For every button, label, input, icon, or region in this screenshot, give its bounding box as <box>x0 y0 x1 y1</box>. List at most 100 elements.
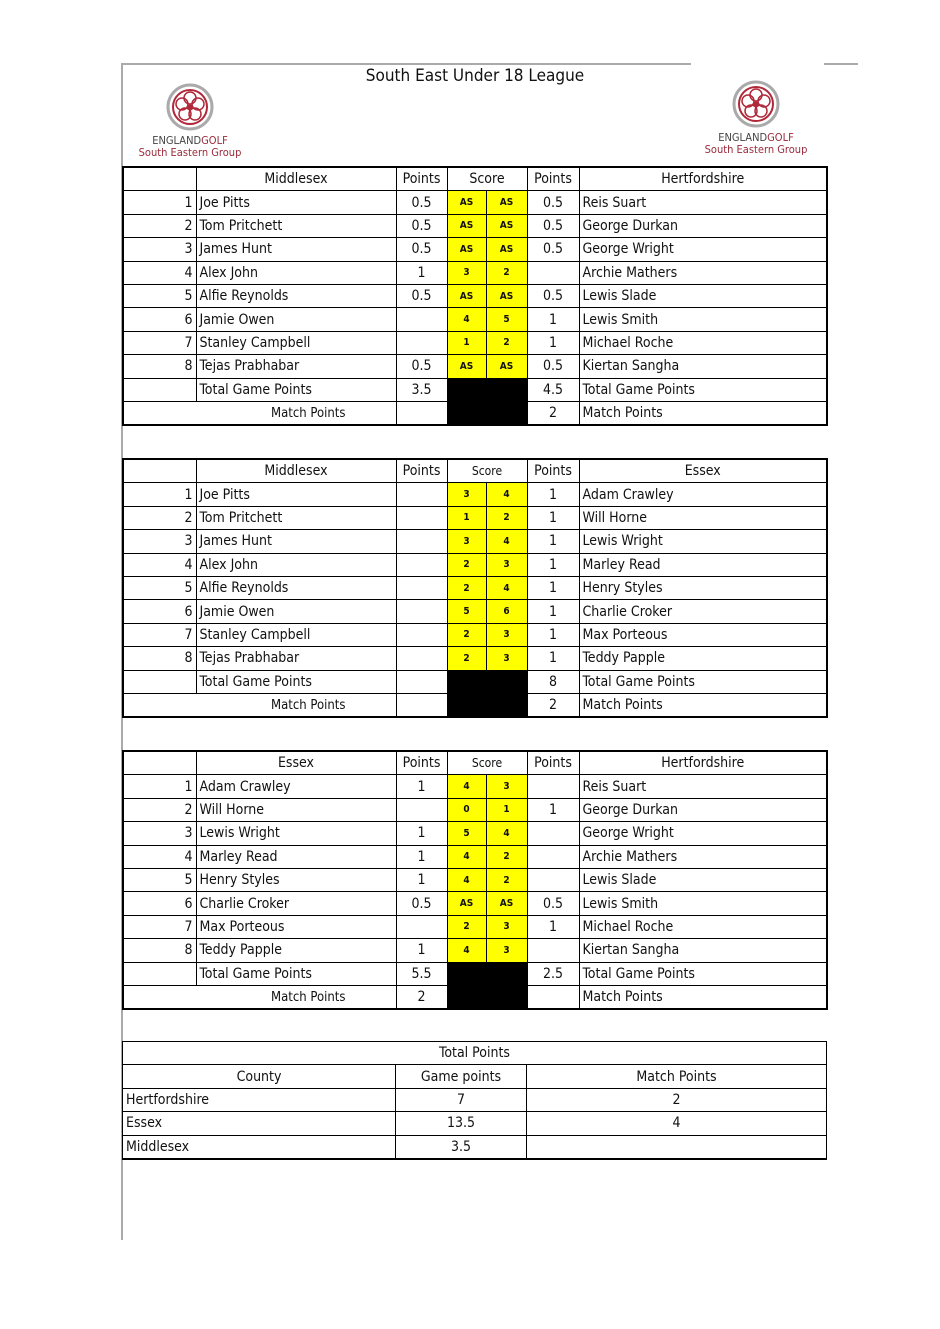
home-player: Adam Crawley <box>195 774 397 799</box>
away-team: Hertfordshire <box>578 166 828 192</box>
home-score: 5 <box>446 821 487 846</box>
away-player: George Durkan <box>578 213 828 239</box>
home-team: Middlesex <box>195 166 397 192</box>
away-player: Reis Suart <box>578 190 828 215</box>
home-score: AS <box>446 190 487 215</box>
rose-icon <box>166 83 214 131</box>
home-score: 3 <box>446 482 487 507</box>
home-score: 2 <box>446 552 487 577</box>
home-score: 1 <box>446 505 487 531</box>
home-player: Lewis Wright <box>195 821 397 846</box>
table-row: 4 Marley Read 1 4 2 Archie Mathers <box>122 844 828 869</box>
home-player: Max Porteous <box>195 914 397 940</box>
home-player: Alex John <box>195 552 397 577</box>
table-row: 5 Alfie Reynolds 2 4 1 Henry Styles <box>122 575 828 601</box>
home-score: 4 <box>446 938 487 963</box>
table-row: 5 Alfie Reynolds 0.5 AS AS 0.5 Lewis Slade <box>122 283 828 309</box>
home-score: AS <box>446 283 487 309</box>
away-player: Charlie Croker <box>578 599 828 624</box>
table-row: 1 Joe Pitts 0.5 AS AS 0.5 Reis Suart <box>122 190 828 215</box>
score-header: Score <box>446 750 528 776</box>
home-player: James Hunt <box>195 529 397 554</box>
home-player: Joe Pitts <box>195 482 397 507</box>
total-row: Total Game Points 8 Total Game Points <box>122 669 828 718</box>
points-header: Points <box>526 166 580 192</box>
home-player: Teddy Papple <box>195 938 397 963</box>
away-score: 3 <box>485 646 528 671</box>
away-player: Archie Mathers <box>578 844 828 869</box>
away-score: 4 <box>485 575 528 601</box>
column-header: Game points <box>395 1064 527 1089</box>
away-score: 6 <box>485 599 528 624</box>
home-player: Jamie Owen <box>195 599 397 624</box>
points-header: Points <box>395 458 448 484</box>
page-border <box>121 63 691 65</box>
home-player: Alfie Reynolds <box>195 575 397 601</box>
home-player: Alfie Reynolds <box>195 283 397 309</box>
away-player: Archie Mathers <box>578 260 828 285</box>
away-player: Reis Suart <box>578 774 828 799</box>
away-player: Adam Crawley <box>578 482 828 507</box>
away-player: Lewis Slade <box>578 283 828 309</box>
away-score: 4 <box>485 529 528 554</box>
away-player: Kiertan Sangha <box>578 938 828 963</box>
home-team: Middlesex <box>195 458 397 484</box>
home-player: Tom Pritchett <box>195 505 397 531</box>
home-score: 3 <box>446 529 487 554</box>
table-row: 7 Stanley Campbell 1 2 1 Michael Roche <box>122 330 828 356</box>
home-score: 3 <box>446 260 487 285</box>
match-table: Middlesex Points Score Points Essex 1 Joe Pitt… <box>122 458 828 719</box>
table-row: 3 James Hunt 3 4 1 Lewis Wright <box>122 529 828 554</box>
home-score: AS <box>446 237 487 262</box>
home-player: James Hunt <box>195 237 397 262</box>
table-row: 6 Jamie Owen 4 5 1 Lewis Smith <box>122 307 828 332</box>
total-points-table: Total Points County Game points Match Poin… <box>122 1040 827 1160</box>
home-player: Stanley Campbell <box>195 622 397 648</box>
points-header: Points <box>526 750 580 776</box>
table-row: 8 Tejas Prabhabar 2 3 1 Teddy Papple <box>122 646 828 671</box>
table-row: 8 Teddy Papple 1 4 3 Kiertan Sangha <box>122 938 828 963</box>
score-header: Score <box>446 458 528 484</box>
home-player: Tejas Prabhabar <box>195 646 397 671</box>
home-score: 0 <box>446 797 487 823</box>
away-player: Henry Styles <box>578 575 828 601</box>
away-player: Max Porteous <box>578 622 828 648</box>
away-player: George Wright <box>578 821 828 846</box>
away-score: 2 <box>485 505 528 531</box>
home-score: 2 <box>446 646 487 671</box>
away-score: 3 <box>485 552 528 577</box>
table-row: 3 James Hunt 0.5 AS AS 0.5 George Wright <box>122 237 828 262</box>
away-player: Lewis Wright <box>578 529 828 554</box>
away-player: Lewis Slade <box>578 867 828 893</box>
table-row: 8 Tejas Prabhabar 0.5 AS AS 0.5 Kiertan Sangha <box>122 354 828 379</box>
away-score: 2 <box>485 844 528 869</box>
away-player: Michael Roche <box>578 330 828 356</box>
total-row: Total Game Points 3.5 4.5 Total Game Points <box>122 377 828 426</box>
home-team: Essex <box>195 750 397 776</box>
home-score: 2 <box>446 914 487 940</box>
away-player: Will Horne <box>578 505 828 531</box>
away-player: Lewis Smith <box>578 307 828 332</box>
home-score: AS <box>446 213 487 239</box>
home-score: 1 <box>446 330 487 356</box>
away-score: AS <box>485 213 528 239</box>
table-row: Hertfordshire 7 2 <box>122 1087 827 1113</box>
home-player: Charlie Croker <box>195 891 397 916</box>
away-score: 2 <box>485 330 528 356</box>
match-table: Middlesex Points Score Points Hertfordshire 1… <box>122 166 828 427</box>
table-row: 1 Joe Pitts 3 4 1 Adam Crawley <box>122 482 828 507</box>
away-score: 1 <box>485 797 528 823</box>
away-score: AS <box>485 891 528 916</box>
match-points-row: Match Points 2 Match Points <box>122 400 828 426</box>
home-score: 4 <box>446 867 487 893</box>
column-header: Match Points <box>526 1064 827 1089</box>
away-player: George Wright <box>578 237 828 262</box>
points-header: Points <box>526 458 580 484</box>
away-player: Lewis Smith <box>578 891 828 916</box>
england-golf-logo-left: ENGLANDGOLF South Eastern Group <box>128 82 252 159</box>
total-row: Total Game Points 5.5 2.5 Total Game Points <box>122 961 828 1010</box>
rose-icon <box>732 80 780 128</box>
table-row: 4 Alex John 2 3 1 Marley Read <box>122 552 828 577</box>
match-points-row: Match Points 2 Match Points <box>122 984 828 1010</box>
table-row: 1 Adam Crawley 1 4 3 Reis Suart <box>122 774 828 799</box>
